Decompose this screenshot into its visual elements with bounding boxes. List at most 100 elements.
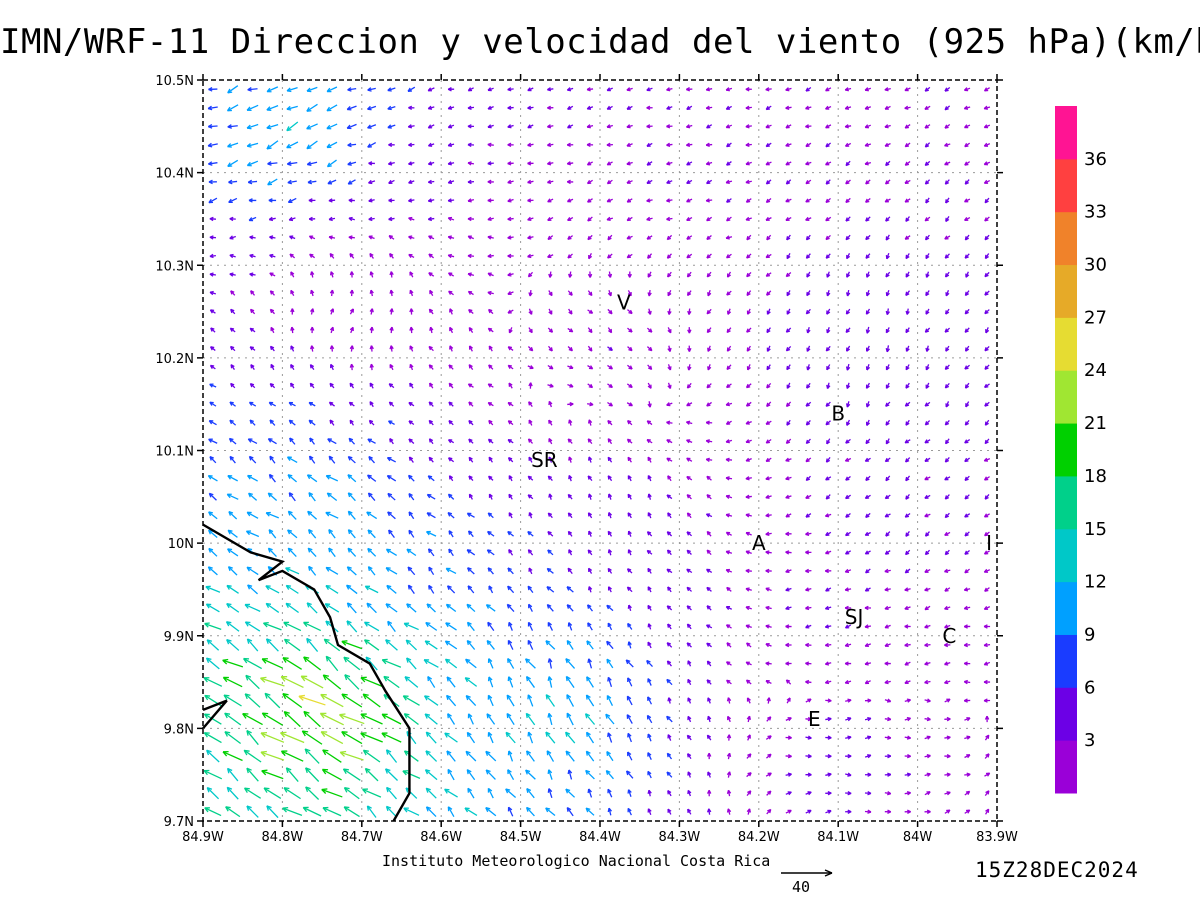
wind-vector (805, 753, 812, 759)
wind-vector (205, 657, 220, 670)
wind-vector (465, 750, 477, 762)
wind-vector (706, 660, 712, 667)
wind-vector (944, 549, 950, 556)
wind-vector (247, 179, 258, 185)
wind-vector (347, 492, 356, 502)
wind-vector (447, 493, 455, 500)
wind-vector (984, 772, 991, 777)
wind-vector (765, 568, 772, 574)
wind-vector (229, 401, 236, 407)
wind-vector (984, 253, 990, 260)
wind-vector (586, 161, 594, 166)
wind-vector (210, 327, 216, 333)
wind-vector (487, 235, 494, 240)
wind-vector (328, 216, 336, 222)
wind-vector (548, 438, 553, 445)
wind-vector (666, 439, 673, 444)
wind-vector (208, 420, 217, 426)
wind-vector (905, 216, 910, 222)
wind-vector (726, 308, 732, 315)
wind-vector (766, 345, 771, 352)
wind-vector (706, 308, 712, 315)
wind-vector (944, 568, 951, 574)
wind-vector (666, 124, 673, 129)
wind-vector (306, 103, 318, 112)
wind-vector (487, 438, 494, 444)
wind-vector (844, 142, 852, 147)
wind-vector (526, 788, 535, 799)
colorbar-label: 30 (1084, 255, 1107, 276)
wind-vector (566, 161, 574, 166)
wind-vector (884, 179, 891, 185)
wind-vector (826, 289, 831, 297)
wind-vector (260, 676, 285, 687)
wind-vector (826, 438, 831, 445)
wind-vector (229, 272, 236, 277)
wind-vector (905, 308, 910, 315)
wind-vector (227, 475, 238, 482)
wind-vector (705, 198, 713, 203)
wind-vector (528, 419, 533, 426)
wind-vector (845, 197, 851, 204)
wind-vector (885, 438, 890, 445)
wind-vector (785, 272, 792, 278)
wind-vector (905, 290, 911, 296)
wind-vector (246, 511, 259, 519)
wind-vector (864, 642, 872, 648)
wind-vector (488, 475, 494, 481)
wind-vector (825, 476, 832, 481)
wind-vector (785, 179, 792, 185)
wind-vector (407, 124, 415, 129)
wind-vector (566, 179, 574, 185)
wind-vector (607, 676, 613, 688)
wind-vector (243, 657, 262, 670)
wind-vector (227, 529, 238, 538)
wind-vector (288, 216, 296, 222)
wind-vector (209, 272, 216, 277)
wind-vector (983, 179, 991, 184)
wind-vector (666, 142, 673, 148)
wind-vector (506, 694, 515, 707)
wind-vector (228, 437, 237, 445)
wind-vector (347, 529, 356, 539)
wind-vector (627, 751, 633, 761)
wind-vector (646, 179, 653, 184)
wind-vector (269, 455, 276, 464)
axes: 84.9W 84.8W 84.7W 84.6W 84.5W 84.4W 84.3W 84.2W… (155, 74, 1018, 845)
wind-vector (308, 565, 317, 576)
wind-vector (605, 769, 614, 780)
wind-vector (224, 731, 242, 745)
wind-vector (705, 161, 713, 166)
wind-vector (924, 179, 931, 185)
wind-vector (983, 142, 991, 147)
wind-vector (467, 216, 474, 222)
wind-vector (865, 438, 871, 445)
wind-vector (686, 235, 693, 240)
wind-vector (666, 660, 672, 667)
wind-vector (208, 197, 218, 204)
wind-vector (229, 327, 236, 333)
wind-vector (343, 787, 360, 800)
wind-vector (746, 327, 752, 333)
wind-vector (825, 587, 832, 592)
wind-vector (249, 308, 256, 315)
wind-vector (389, 326, 394, 334)
wind-vector (528, 382, 533, 389)
wind-vector (944, 494, 950, 500)
wind-vector (924, 142, 931, 148)
wind-vector (326, 492, 338, 501)
wind-vector (806, 364, 811, 371)
y-tick-label: 10.4N (155, 167, 194, 182)
wind-vector (427, 87, 435, 92)
wind-vector (726, 734, 732, 741)
wind-vector (427, 676, 436, 688)
wind-vector (745, 679, 752, 685)
wind-vector (885, 216, 891, 222)
wind-vector (447, 161, 455, 166)
wind-vector (845, 345, 851, 352)
wind-vector (605, 713, 615, 725)
wind-vector (667, 271, 672, 278)
wind-vector (546, 567, 554, 574)
wind-vector (447, 124, 455, 129)
wind-vector (745, 124, 752, 129)
